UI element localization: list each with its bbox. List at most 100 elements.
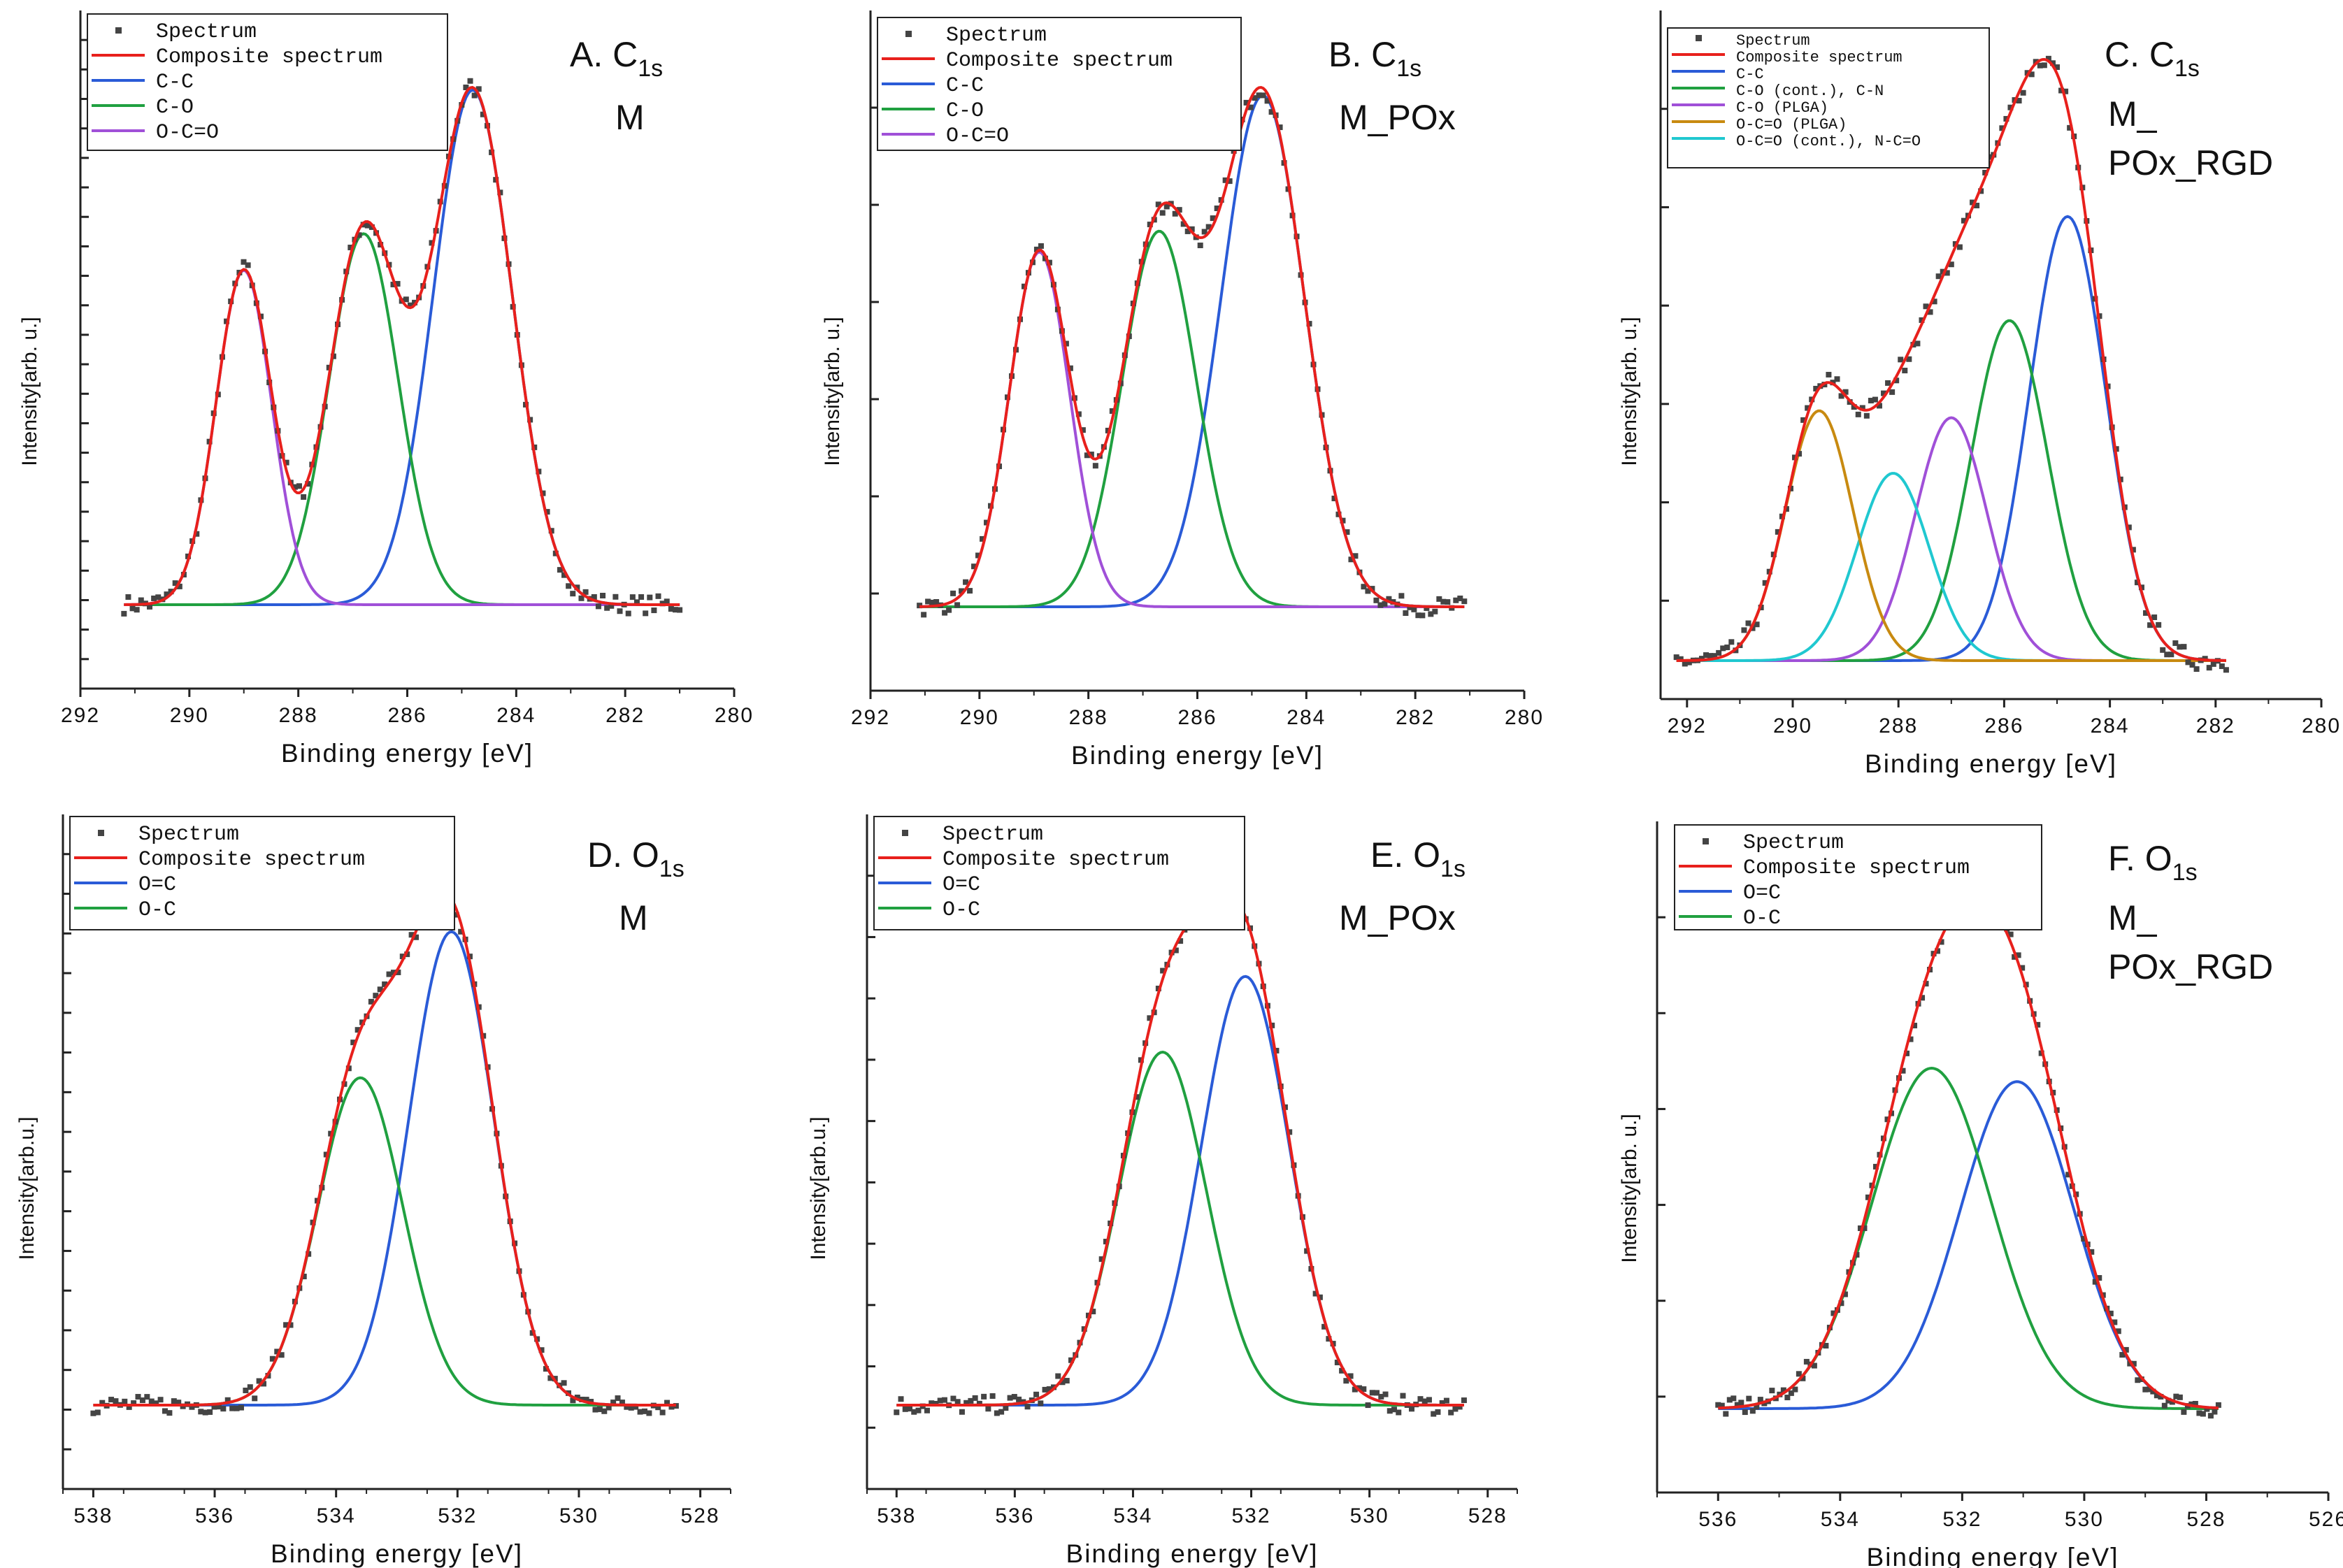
spectrum-point	[138, 597, 144, 603]
spectrum-point	[168, 589, 174, 595]
spectrum-point	[929, 599, 936, 605]
spectrum-point	[1734, 1402, 1740, 1408]
spectrum-point	[2063, 88, 2069, 94]
spectrum-point	[1407, 604, 1413, 610]
spectrum-point	[950, 590, 956, 596]
spectrum-point	[950, 1395, 956, 1402]
series-composite-spectrum	[919, 85, 1465, 608]
spectrum-point	[1344, 529, 1350, 535]
x-tick-label: 534	[1821, 1508, 1860, 1531]
spectrum-point	[151, 595, 157, 601]
spectrum-point	[643, 610, 649, 617]
spectrum-point	[2169, 1399, 2175, 1405]
panel-label-subscript: 1s	[1396, 55, 1421, 82]
spectrum-point	[1738, 1400, 1744, 1406]
spectrum-point	[1838, 393, 1844, 399]
spectrum-point	[1432, 608, 1438, 614]
spectrum-point	[1792, 1386, 1798, 1393]
x-tick-label: 536	[195, 1504, 234, 1527]
spectrum-point	[1068, 1357, 1075, 1363]
spectrum-point	[582, 589, 589, 595]
spectrum-point	[902, 1406, 908, 1412]
spectrum-point	[933, 1400, 939, 1407]
spectrum-point	[2003, 115, 2009, 122]
spectrum-point	[984, 519, 990, 526]
spectrum-point	[561, 572, 568, 578]
panel-label-line2: M	[615, 98, 645, 137]
spectrum-point	[1726, 1397, 1733, 1403]
spectrum-point	[1365, 588, 1371, 594]
spectrum-point	[2058, 87, 2065, 94]
spectrum-point	[1339, 1367, 1345, 1374]
panel-label-line2: M	[619, 898, 648, 937]
legend-marker	[902, 830, 908, 836]
spectrum-point	[172, 580, 178, 587]
spectrum-point	[1222, 177, 1228, 183]
spectrum-point	[2126, 524, 2132, 531]
spectrum-point	[1698, 656, 1705, 662]
spectrum-point	[544, 509, 550, 515]
spectrum-point	[1842, 1291, 1848, 1297]
spectrum-point	[480, 111, 486, 117]
spectrum-point	[1365, 1402, 1371, 1409]
spectrum-point	[129, 605, 136, 612]
spectrum-point	[1326, 1336, 1332, 1342]
spectrum-point	[1893, 377, 1900, 384]
spectrum-point	[1415, 612, 1421, 619]
spectrum-point	[261, 1381, 267, 1387]
spectrum-point	[561, 1380, 567, 1386]
spectrum-point	[2212, 1409, 2218, 1415]
spectrum-point	[2015, 952, 2021, 958]
spectrum-point	[283, 1322, 289, 1328]
spectrum-point	[625, 610, 631, 617]
spectrum-point	[2161, 1402, 2168, 1409]
spectrum-point	[1092, 463, 1098, 469]
spectrum-point	[1377, 602, 1384, 608]
legend-box	[1667, 27, 1990, 168]
spectrum-point	[664, 1400, 671, 1406]
spectrum-point	[2185, 659, 2191, 666]
x-tick-label: 536	[995, 1504, 1034, 1527]
spectrum-point	[1452, 1406, 1459, 1412]
spectrum-point	[1854, 1251, 1860, 1258]
spectrum-point	[1999, 125, 2005, 131]
spectrum-point	[1749, 1408, 1756, 1414]
series-composite-spectrum	[93, 889, 676, 1407]
spectrum-point	[1677, 656, 1684, 662]
spectrum-point	[1214, 206, 1220, 212]
legend-label: C-O (PLGA)	[1736, 99, 1828, 117]
spectrum-point	[198, 1409, 204, 1415]
spectrum-point	[1440, 598, 1447, 605]
spectrum-point	[1881, 390, 1887, 396]
legend-marker	[905, 31, 912, 37]
spectrum-point	[296, 483, 302, 489]
spectrum-point	[1906, 356, 1912, 362]
spectrum-point	[164, 591, 170, 598]
spectrum-point	[1868, 398, 1874, 404]
x-tick-label: 538	[877, 1504, 916, 1527]
x-tick-label: 282	[606, 704, 645, 727]
spectrum-point	[407, 302, 413, 308]
spectrum-point	[1055, 1373, 1061, 1379]
spectrum-point	[2142, 1386, 2149, 1393]
spectrum-point	[941, 1397, 947, 1403]
spectrum-point	[175, 1400, 182, 1406]
panel-label-subscript: 1s	[659, 856, 685, 882]
spectrum-point	[1201, 229, 1208, 235]
spectrum-point	[1046, 1386, 1052, 1393]
spectrum-point	[2096, 1275, 2102, 1281]
spectrum-point	[1944, 270, 1950, 276]
spectrum-point	[975, 552, 982, 559]
spectrum-point	[1800, 1375, 1806, 1381]
x-axis-title: Binding energy [eV]	[281, 739, 533, 768]
spectrum-point	[1904, 1050, 1910, 1056]
x-axis-title: Binding energy [eV]	[271, 1539, 523, 1568]
x-tick-label: 530	[559, 1504, 599, 1527]
spectrum-point	[981, 1393, 987, 1400]
spectrum-point	[1914, 340, 1921, 347]
spectrum-point	[1331, 496, 1338, 502]
spectrum-point	[171, 1398, 177, 1404]
spectrum-point	[189, 1404, 195, 1410]
spectrum-point	[638, 594, 645, 600]
